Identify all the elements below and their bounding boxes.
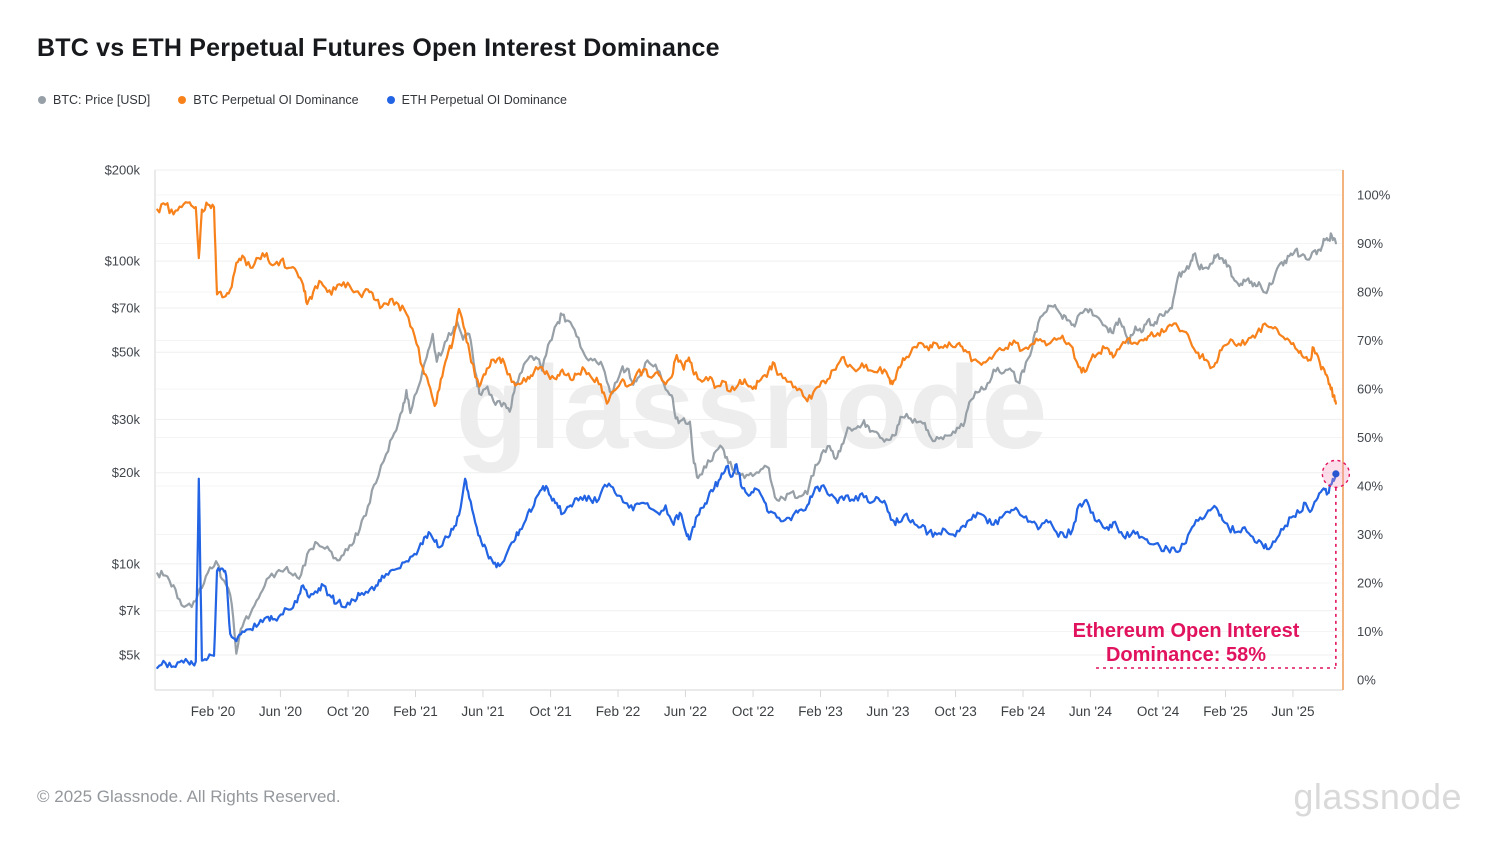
glassnode-watermark: glassnode — [456, 342, 1049, 474]
y-axis-left-tick-label: $30k — [112, 412, 141, 427]
page-title: BTC vs ETH Perpetual Futures Open Intere… — [37, 34, 720, 62]
x-axis-tick-label: Jun '23 — [866, 704, 909, 719]
annotation-layer: Ethereum Open Interest Dominance: 58% — [1073, 459, 1351, 669]
x-axis-tick-label: Oct '22 — [732, 704, 774, 719]
x-axis-tick-label: Jun '20 — [259, 704, 302, 719]
series-line-0 — [156, 232, 1337, 655]
x-axis-tick-label: Feb '21 — [393, 704, 438, 719]
x-axis-tick-label: Feb '24 — [1001, 704, 1046, 719]
x-axis-tick-label: Feb '25 — [1203, 704, 1248, 719]
y-axis-right-tick-label: 100% — [1357, 188, 1391, 203]
x-axis-tick-label: Oct '23 — [934, 704, 976, 719]
x-axis-tick-label: Feb '23 — [798, 704, 843, 719]
x-axis-tick-label: Jun '25 — [1271, 704, 1314, 719]
glassnode-logo: glassnode — [1293, 776, 1462, 817]
y-axis-left-tick-label: $70k — [112, 301, 141, 316]
y-axis-right-tick-label: 30% — [1357, 527, 1383, 542]
legend-label-btc-price: BTC: Price [USD] — [53, 93, 151, 107]
y-axis-right-tick-label: 0% — [1357, 673, 1376, 688]
y-axis-left-tick-label: $50k — [112, 345, 141, 360]
legend-item-btc-oi-dominance: BTC Perpetual OI Dominance — [178, 93, 359, 107]
x-axis-tick-label: Feb '20 — [191, 704, 236, 719]
x-axis-tick-label: Jun '22 — [664, 704, 707, 719]
btc-price-dot-icon — [38, 96, 46, 104]
x-axis-tick-label: Jun '24 — [1069, 704, 1113, 719]
legend-item-eth-oi-dominance: ETH Perpetual OI Dominance — [386, 93, 567, 107]
y-axis-left-tick-label: $7k — [119, 603, 140, 618]
y-axis-right-tick-label: 80% — [1357, 285, 1383, 300]
x-axis-tick-label: Jun '21 — [461, 704, 504, 719]
series-lines — [156, 201, 1337, 669]
y-axis-left-tick-label: $5k — [119, 647, 140, 662]
series-line-2 — [156, 463, 1337, 669]
x-axis-tick-label: Oct '21 — [529, 704, 571, 719]
annotation-text-line2: Dominance: 58% — [1106, 644, 1266, 666]
axes: $200k $100k $70k $50k $30k $20k $10k $7k $5k 100%… — [105, 163, 1391, 720]
x-axis-tick-label: Feb '22 — [596, 704, 641, 719]
y-axis-left-tick-label: $100k — [105, 254, 141, 269]
legend-label-btc-oi-dominance: BTC Perpetual OI Dominance — [193, 93, 359, 107]
eth-series-endpoint-dot — [1332, 470, 1340, 478]
y-axis-right-tick-label: 70% — [1357, 333, 1383, 348]
y-axis-left-tick-label: $10k — [112, 556, 141, 571]
y-axis-right-tick-label: 50% — [1357, 430, 1383, 445]
legend-item-btc-price: BTC: Price [USD] — [38, 93, 150, 107]
x-axis-tick-label: Oct '24 — [1137, 704, 1180, 719]
y-axis-right-tick-label: 10% — [1357, 624, 1383, 639]
y-axis-right-tick-label: 20% — [1357, 576, 1383, 591]
series-line-1 — [156, 201, 1337, 408]
y-axis-left-tick-label: $200k — [105, 163, 141, 178]
annotation-text-line1: Ethereum Open Interest — [1073, 620, 1300, 642]
y-axis-right-tick-label: 40% — [1357, 479, 1383, 494]
y-axis-right-tick-label: 90% — [1357, 236, 1383, 251]
legend-label-eth-oi-dominance: ETH Perpetual OI Dominance — [401, 93, 567, 107]
chart-legend: BTC: Price [USD] BTC Perpetual OI Domina… — [38, 93, 567, 107]
y-axis-left-tick-label: $20k — [112, 465, 141, 480]
btc-oi-dot-icon — [178, 96, 187, 104]
x-axis-tick-label: Oct '20 — [327, 704, 369, 719]
copyright-text: © 2025 Glassnode. All Rights Reserved. — [37, 787, 341, 806]
eth-oi-dot-icon — [386, 96, 395, 104]
y-axis-right-tick-label: 60% — [1357, 382, 1383, 397]
